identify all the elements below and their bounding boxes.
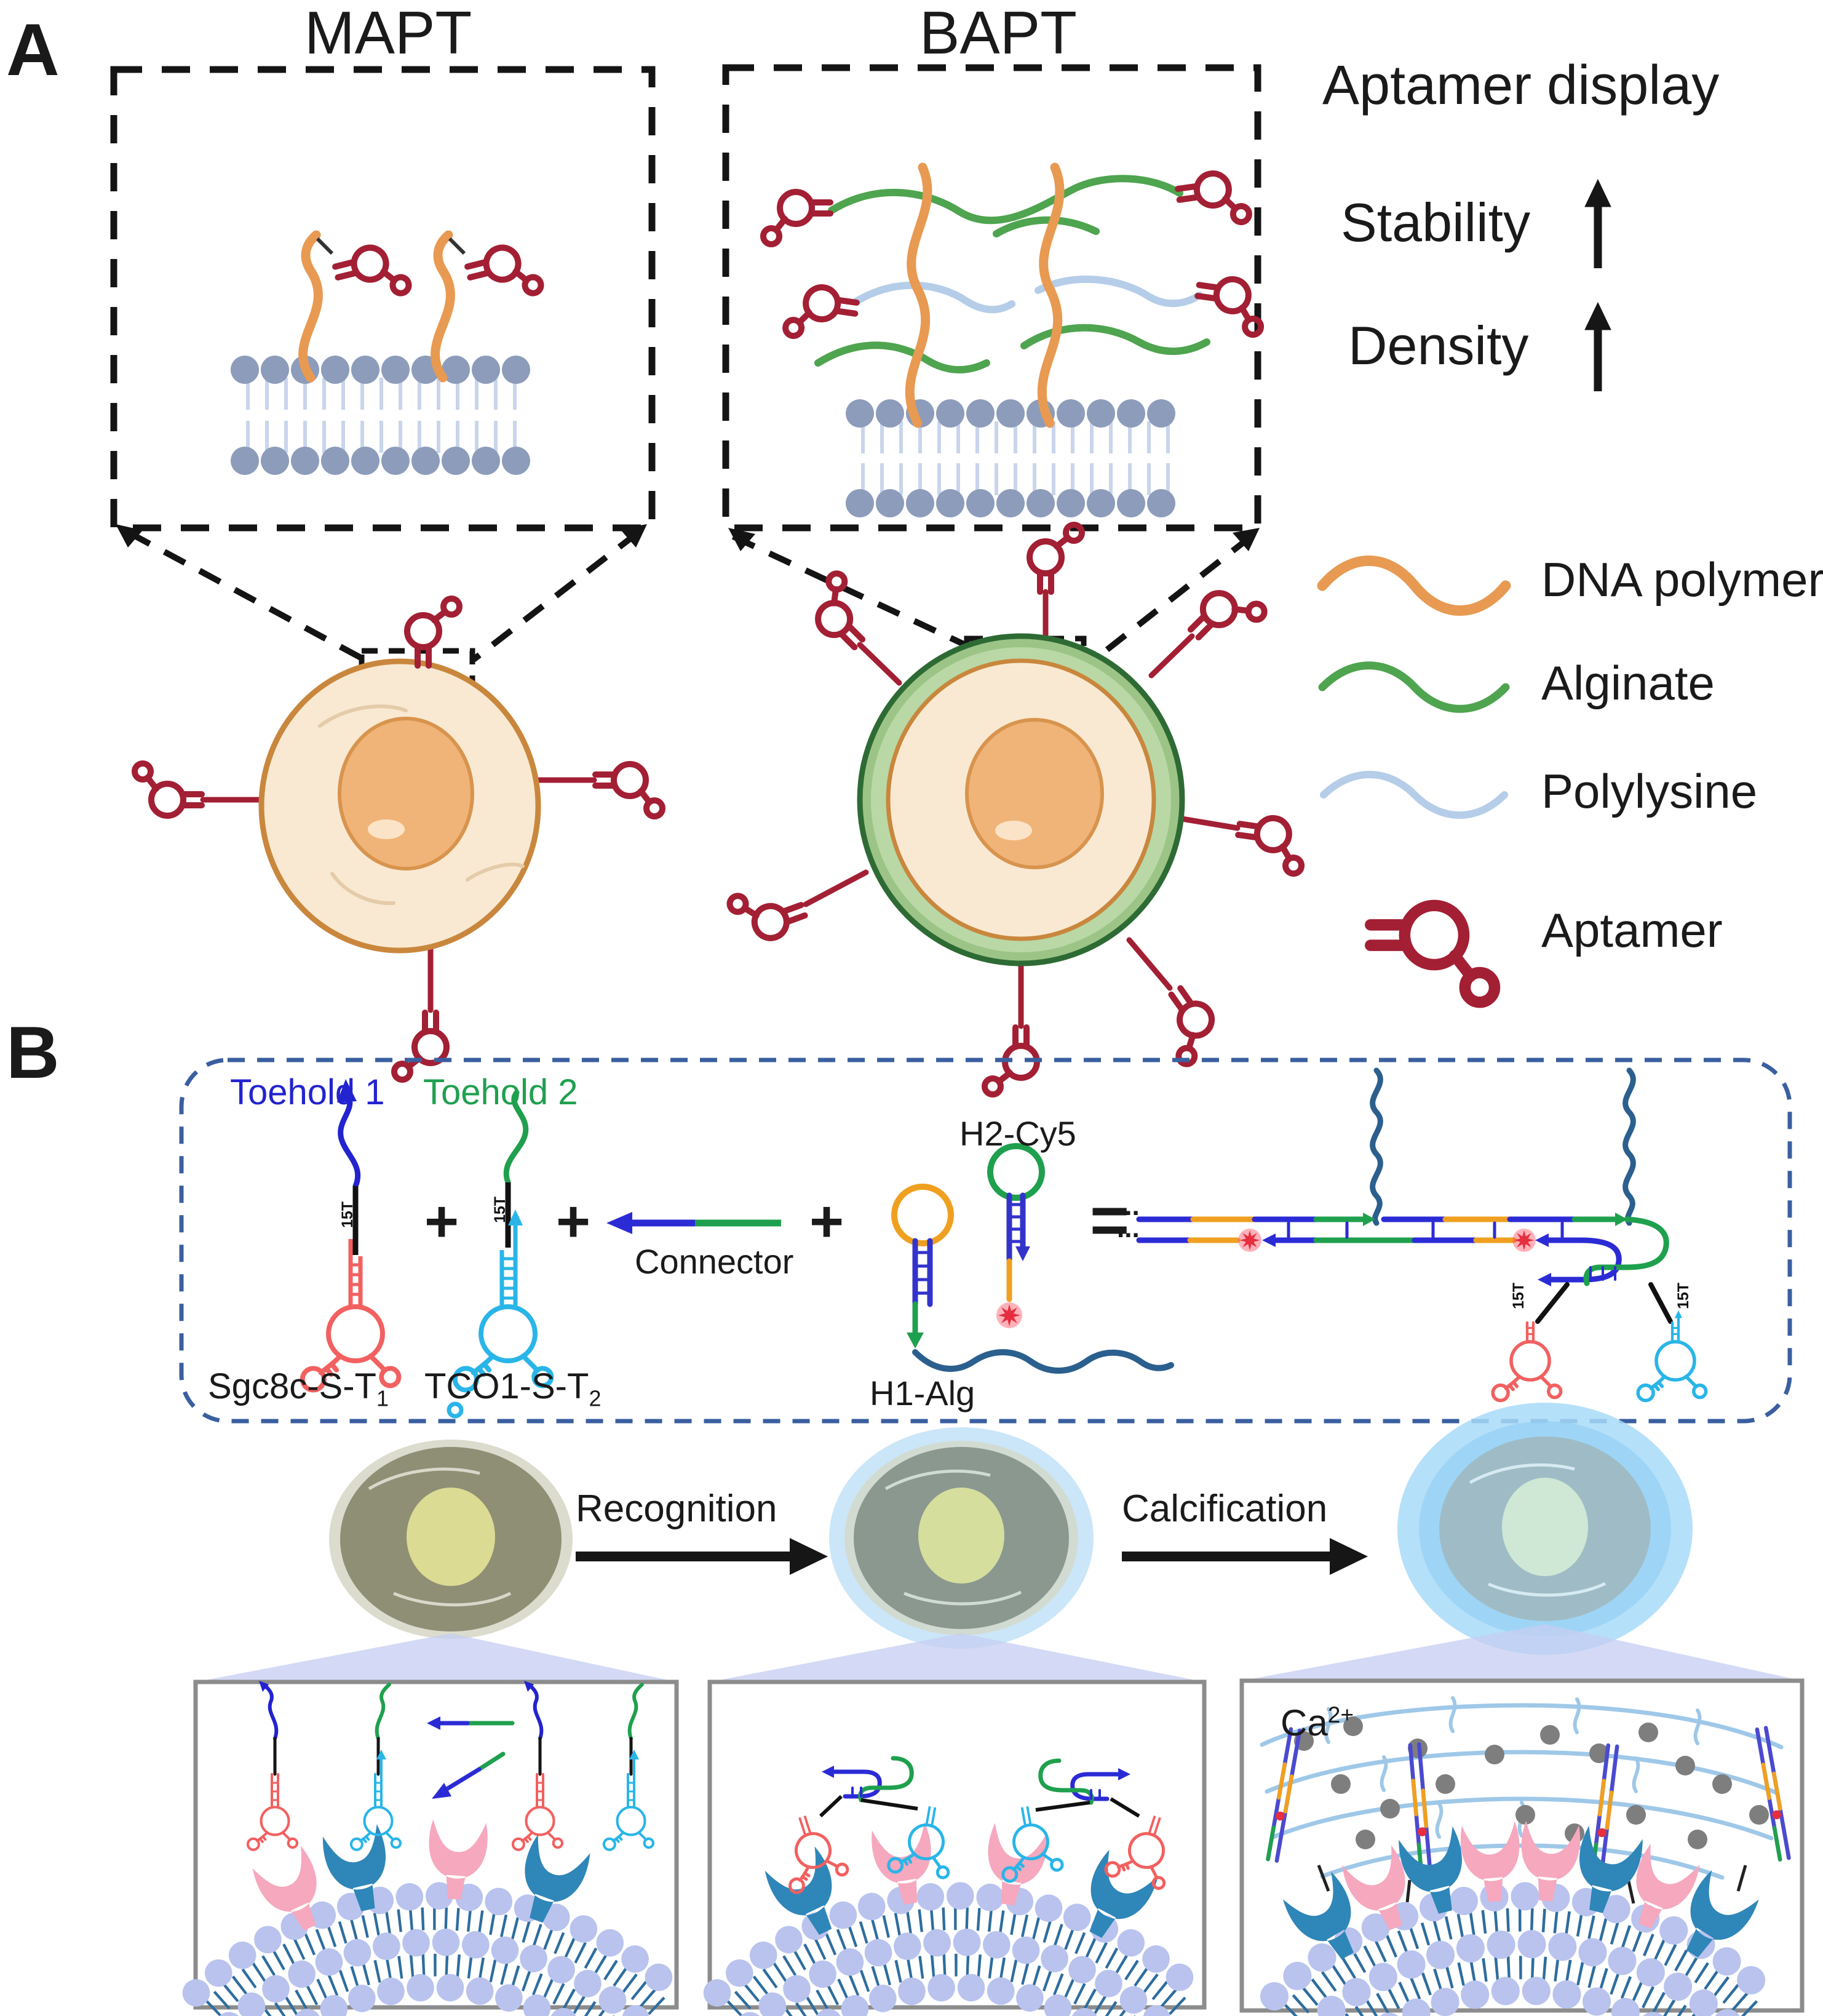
aptamer-icon — [465, 241, 542, 308]
connector-arrow-small — [427, 1716, 515, 1799]
alginate-icon — [1318, 661, 1510, 713]
bound-sgc8c — [771, 1815, 850, 1894]
calcium-label: Ca2+ — [1281, 1702, 1354, 1743]
panel-a-label: A — [6, 9, 60, 91]
dna-polymer-icon — [1317, 556, 1511, 616]
h2-cy5-label: H2-Cy5 — [959, 1114, 1076, 1153]
mapt-inset-box — [110, 66, 656, 532]
aptamer-display-title: Aptamer display — [1322, 55, 1720, 116]
aptamer-legend-icon — [1370, 906, 1495, 1002]
aptamer-icon — [1234, 813, 1308, 874]
polylysine-strands — [852, 275, 1203, 314]
aptamer-icon — [135, 763, 202, 816]
bound-tco1 — [992, 1806, 1063, 1882]
connector-arrow — [606, 1212, 781, 1234]
up-arrow-icon — [1584, 301, 1611, 391]
tco1-label: TCO1-S-T2 — [424, 1366, 602, 1411]
aptamer-icon — [595, 764, 662, 816]
ellipsis: ... — [1117, 1191, 1140, 1221]
bound-tco1 — [888, 1806, 959, 1881]
legend-label-polylysine: Polylysine — [1541, 764, 1758, 818]
connector-label: Connector — [635, 1242, 794, 1281]
aptamer-icon — [1177, 169, 1250, 230]
calcification-arrow — [1122, 1538, 1368, 1575]
dna-polymer-strand — [905, 162, 1065, 428]
aptamer-icon — [784, 283, 858, 344]
aptamer-icon — [800, 570, 884, 655]
recognition-arrow — [576, 1538, 828, 1575]
alginate-strands — [814, 175, 1210, 373]
calcification-label: Calcification — [1122, 1488, 1328, 1530]
legend-swatches — [1317, 556, 1511, 1003]
stability-label: Stability — [1341, 192, 1531, 253]
hcr-product — [1136, 1070, 1706, 1400]
polylysine-icon — [1320, 771, 1508, 819]
legend-label-aptamer: Aptamer — [1541, 903, 1723, 957]
polymer-aptamer-link — [316, 237, 466, 255]
linker-15t-label: 15T — [339, 1201, 357, 1229]
tco1-structure — [447, 1090, 551, 1419]
density-label: Density — [1348, 315, 1529, 376]
sgc8c-product-aptamer — [1493, 1321, 1560, 1400]
toehold1-label: Toehold 1 — [230, 1072, 385, 1112]
aptamer-icon — [1030, 525, 1082, 592]
aptamer-icon — [763, 192, 830, 244]
aptamer-icon — [333, 241, 410, 308]
box3-content — [1260, 1698, 1789, 2016]
bapt-inset-box — [722, 64, 1267, 532]
cell-stage-calcified — [1397, 1403, 1693, 1655]
plus-sign: + — [809, 1189, 844, 1254]
linker-15t-label: 15T — [1510, 1282, 1528, 1310]
zoom-triangle — [196, 1633, 677, 1682]
mapt-title: MAPT — [304, 0, 472, 66]
up-arrow-icon — [1584, 178, 1611, 268]
cy5-star-icon — [996, 1302, 1022, 1328]
cy5-star-icon — [1238, 1229, 1261, 1252]
plus-sign: + — [556, 1189, 591, 1254]
legend-label-dna-polymer: DNA polymer — [1541, 552, 1823, 607]
aptamer-icon — [1146, 982, 1228, 1067]
linker-15t-label: 15T — [491, 1196, 509, 1224]
legend-label-alginate: Alginate — [1541, 656, 1715, 710]
linker-15t-label: 15T — [1675, 1282, 1693, 1310]
zoom-triangle — [710, 1633, 1204, 1682]
dna-polymer-strand — [298, 230, 455, 383]
cell-stage-initial — [329, 1440, 573, 1639]
sgc8c-structure — [303, 1079, 399, 1390]
ellipsis: ... — [1117, 1213, 1140, 1243]
cell-stage-recognized — [829, 1427, 1094, 1649]
sgc8c-label: Sgc8c-S-T1 — [208, 1366, 389, 1411]
recognition-label: Recognition — [576, 1488, 777, 1530]
scheme-dashed-box — [179, 1058, 1792, 1424]
h1-alg-label: H1-Alg — [870, 1374, 975, 1412]
tco1-product-aptamer — [1638, 1310, 1706, 1400]
calcium-ions — [1294, 1716, 1769, 1849]
bound-sgc8c — [1104, 1815, 1183, 1892]
box2-content — [717, 1758, 1197, 2016]
mapt-cell — [135, 599, 662, 1080]
plus-sign: + — [424, 1189, 459, 1254]
h1-alg-hairpin — [891, 1184, 1174, 1374]
box1-content — [196, 1681, 676, 2016]
alginate-chain — [912, 1349, 1174, 1374]
equals-sign: = — [1090, 1182, 1130, 1258]
aptamer-icon — [407, 599, 459, 666]
aptamer-icon — [394, 1013, 447, 1080]
bapt-title: BAPT — [919, 0, 1077, 66]
zoom-triangle — [1242, 1624, 1802, 1681]
toehold2-label: Toehold 2 — [423, 1072, 578, 1112]
h2-cy5-hairpin — [987, 1143, 1045, 1328]
panel-b-label: B — [6, 1011, 60, 1094]
alginate-network — [1260, 1698, 1784, 1880]
bapt-cell — [728, 525, 1308, 1094]
cell-nucleus — [338, 717, 474, 871]
cell-nucleus — [965, 718, 1104, 869]
aptamer-icon — [1183, 575, 1268, 659]
cy5-star-icon — [1512, 1229, 1536, 1252]
aptamer-icon — [728, 876, 808, 948]
